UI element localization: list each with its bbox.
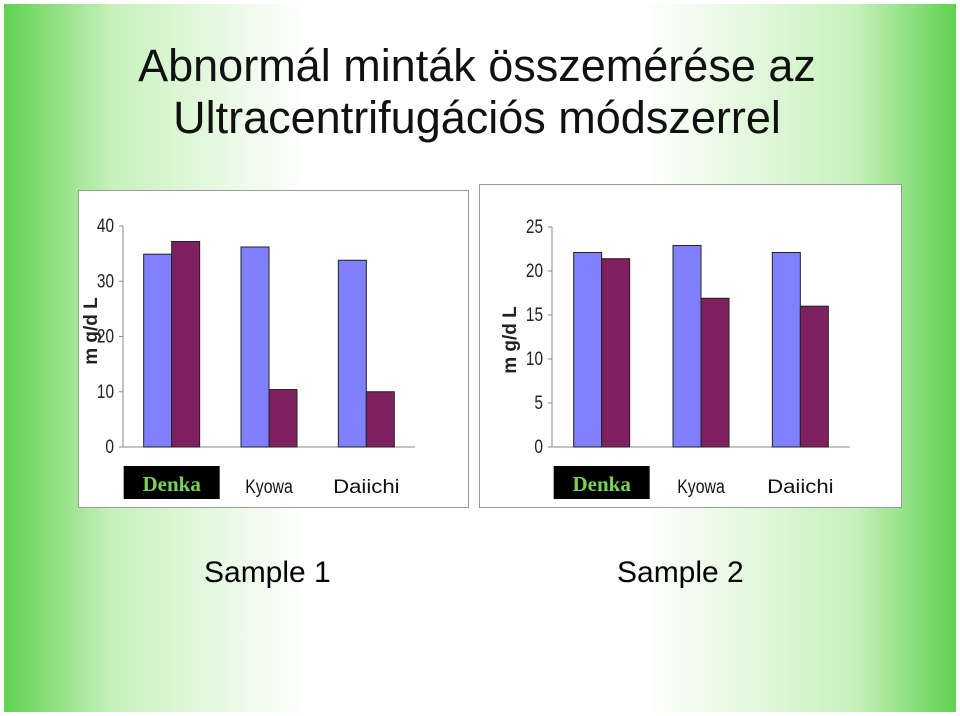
y-tick-label: 5 xyxy=(534,393,543,414)
category-label: Kyowa xyxy=(677,477,725,498)
bar-daiichi-series-1 xyxy=(337,259,367,448)
category-label: Denka xyxy=(142,472,201,496)
slide-title-line-1: Abnormál minták összemérése az xyxy=(138,40,816,91)
bar-daiichi-series-2 xyxy=(365,391,395,448)
category-label: Daiichi xyxy=(767,477,834,498)
bar-kyowa-series-2 xyxy=(268,389,298,448)
category-label-denka-box xyxy=(123,466,220,499)
bar-denka-series-1 xyxy=(143,253,173,448)
chart-panel-sample-2: 0 5 10 15 20 25 m g/d L Denka Kyowa Daiichi xyxy=(479,184,902,508)
y-axis-title: m g/d L xyxy=(500,306,521,374)
category-label-denka-box xyxy=(553,466,650,499)
bar-daiichi-series-1 xyxy=(771,252,801,448)
y-axis-title: m g/d L xyxy=(81,297,102,365)
bar-kyowa-series-1 xyxy=(240,246,270,448)
category-label: Denka xyxy=(572,472,631,496)
y-tick-label: 0 xyxy=(534,437,543,458)
bar-denka-series-1 xyxy=(573,252,603,448)
y-tick-label: 15 xyxy=(526,305,543,326)
bar-denka-series-2 xyxy=(601,258,631,448)
slide-title-line-2: Ultracentrifugációs módszerrel xyxy=(173,92,781,143)
bar-denka-series-2 xyxy=(171,240,201,448)
bar-kyowa-series-1 xyxy=(672,244,702,448)
y-tick-label: 20 xyxy=(526,261,543,282)
y-tick-label: 10 xyxy=(526,349,543,370)
y-tick-label: 10 xyxy=(97,382,114,403)
caption-sample-1: Sample 1 xyxy=(204,556,331,589)
y-tick-label: 20 xyxy=(97,327,114,348)
slide-title: Abnormál minták összemérése az Ultracent… xyxy=(4,40,950,144)
category-label: Kyowa xyxy=(245,477,293,498)
bar-daiichi-series-2 xyxy=(799,305,829,448)
chart-sample-2: 0 5 10 15 20 25 m g/d L Denka Kyowa Daiichi xyxy=(500,217,850,499)
chart-panel-sample-1: 0 10 20 30 40 m g/d L Denka Kyowa Daiichi xyxy=(78,190,469,508)
y-tick-label: 0 xyxy=(105,437,114,458)
caption-sample-2: Sample 2 xyxy=(617,556,744,589)
y-tick-label: 25 xyxy=(526,217,543,238)
category-label: Daiichi xyxy=(333,477,400,498)
bar-kyowa-series-2 xyxy=(700,297,730,448)
y-tick-label: 40 xyxy=(97,216,114,237)
y-tick-label: 30 xyxy=(97,271,114,292)
chart-sample-1: 0 10 20 30 40 m g/d L Denka Kyowa Daiichi xyxy=(81,216,415,499)
